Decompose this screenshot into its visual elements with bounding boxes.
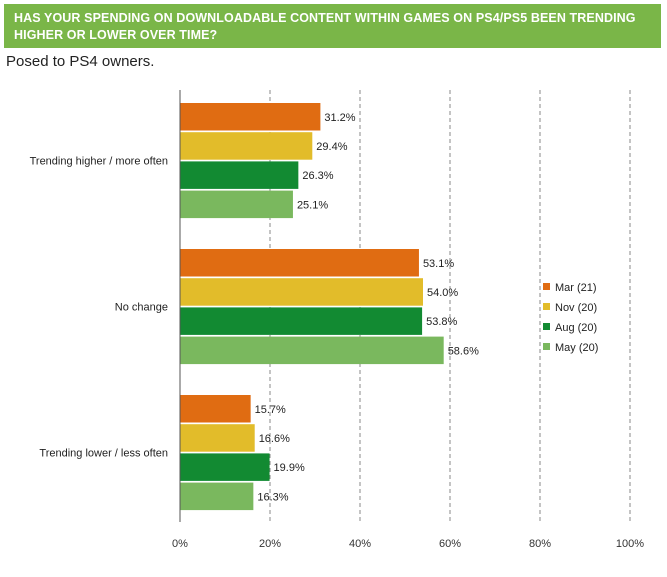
- bar: [180, 278, 423, 306]
- data-label: 58.6%: [448, 345, 479, 357]
- category-label: Trending lower / less often: [39, 448, 168, 460]
- data-label: 25.1%: [297, 199, 328, 211]
- x-tick-label: 80%: [529, 538, 551, 550]
- legend-swatch: [543, 283, 550, 290]
- data-label: 26.3%: [302, 170, 333, 182]
- x-tick-label: 0%: [172, 538, 188, 550]
- data-label: 31.2%: [324, 112, 355, 124]
- legend-swatch: [543, 303, 550, 310]
- legend-label: May (20): [555, 342, 598, 354]
- data-label: 15.7%: [255, 404, 286, 416]
- chart-title-banner: HAS YOUR SPENDING ON DOWNLOADABLE CONTEN…: [4, 4, 661, 48]
- x-tick-label: 40%: [349, 538, 371, 550]
- bar: [180, 132, 313, 160]
- data-label: 19.9%: [274, 462, 305, 474]
- legend-label: Nov (20): [555, 302, 597, 314]
- data-label: 16.3%: [257, 491, 288, 503]
- category-label: Trending higher / more often: [30, 156, 168, 168]
- bar: [180, 249, 419, 277]
- bar: [180, 395, 251, 423]
- data-label: 16.6%: [259, 433, 290, 445]
- data-label: 53.8%: [426, 316, 457, 328]
- category-label: No change: [115, 302, 168, 314]
- data-label: 53.1%: [423, 258, 454, 270]
- legend-swatch: [543, 343, 550, 350]
- data-label: 54.0%: [427, 287, 458, 299]
- bar: [180, 336, 444, 365]
- x-tick-label: 20%: [259, 538, 281, 550]
- legend-swatch: [543, 323, 550, 330]
- legend-label: Aug (20): [555, 322, 597, 334]
- bar: [180, 190, 293, 219]
- bar: [180, 453, 270, 481]
- bar: [180, 307, 423, 335]
- data-label: 29.4%: [316, 141, 347, 153]
- x-tick-label: 60%: [439, 538, 461, 550]
- chart-subtitle: Posed to PS4 owners.: [6, 53, 155, 70]
- bar: [180, 161, 299, 189]
- bar: [180, 424, 255, 452]
- legend-label: Mar (21): [555, 282, 597, 294]
- bar: [180, 482, 254, 511]
- x-tick-label: 100%: [616, 538, 644, 550]
- chart-title: HAS YOUR SPENDING ON DOWNLOADABLE CONTEN…: [14, 11, 636, 42]
- bar: [180, 103, 321, 131]
